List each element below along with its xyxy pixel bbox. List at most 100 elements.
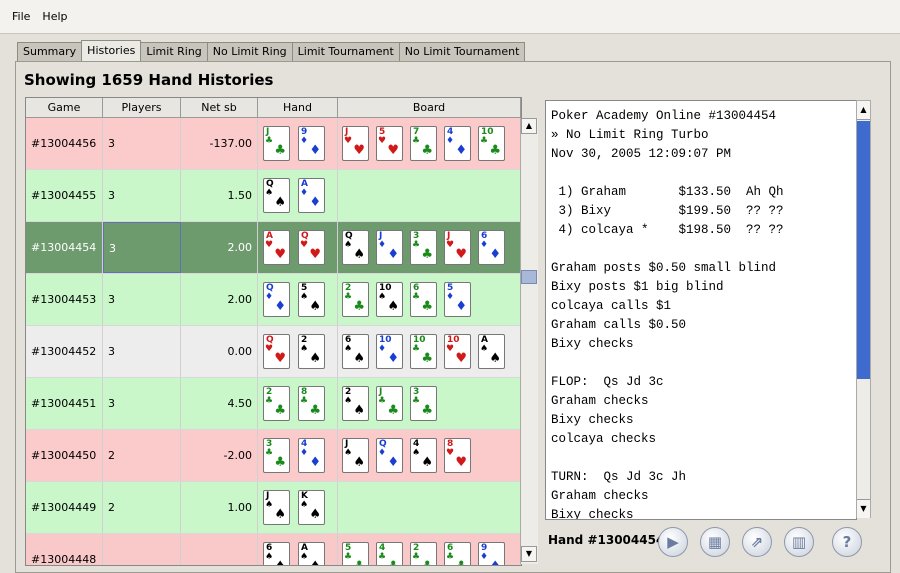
table-scrollbar[interactable]: ▲ ▼: [520, 118, 538, 564]
card-suit: ♣: [300, 396, 309, 406]
game-cell: #13004448: [26, 534, 103, 565]
card-suit: ♥: [378, 136, 387, 146]
tab[interactable]: No Limit Tournament: [398, 42, 526, 61]
card-suit-center: ♦: [489, 560, 501, 565]
help-button[interactable]: ?: [832, 527, 862, 557]
table-row[interactable]: #13004451 3 4.50 2 ♣ ♣ 8 ♣ ♣ 2 ♠ ♠ J ♣ ♣ 3 ♣ ♣: [26, 378, 521, 430]
card-rank: 8: [301, 387, 308, 397]
card: 2♣♣: [263, 386, 290, 421]
card-rank: K: [301, 491, 308, 501]
table-row[interactable]: #13004454 3 2.00 A ♥ ♥ Q ♥ ♥ Q ♠ ♠ J ♦ ♦ 3 ♣ ♣ J ♥ ♥ 6 ♦ ♦: [26, 222, 521, 274]
history-line: FLOP: Qs Jd 3c: [551, 375, 664, 389]
table-row[interactable]: #13004450 2 -2.00 3 ♣ ♣ 4 ♦ ♦ J ♠ ♠ Q ♦ ♦ 4 ♠ ♠ 8 ♥ ♥: [26, 430, 521, 482]
card: 6 ♦ ♦: [478, 230, 505, 265]
tab[interactable]: No Limit Ring: [206, 42, 293, 61]
card: A ♦ ♦: [298, 178, 325, 213]
card-rank: J: [447, 231, 451, 241]
card-suit: ♠: [300, 552, 309, 562]
card-suit: ♠: [300, 344, 309, 354]
card-suit: ♦: [480, 240, 489, 250]
net-cell: 0.00: [181, 326, 258, 377]
players-cell: 3: [103, 118, 181, 169]
card: J ♥ ♥: [342, 126, 369, 161]
history-line: Graham checks: [551, 489, 649, 503]
card-suit: ♠: [344, 344, 353, 354]
card-rank: 5: [301, 283, 308, 293]
table-row[interactable]: #13004453 3 2.00 Q ♦ ♦ 5 ♠ ♠ 2 ♣ ♣ 10 ♠ ♠ 6 ♣ ♣ 5 ♦ ♦: [26, 274, 521, 326]
column-header: Net sb: [181, 98, 258, 118]
card: 10 ♦ ♦: [376, 334, 403, 369]
card-suit: ♥: [446, 344, 455, 354]
card-suit-center: ♥: [455, 247, 467, 262]
card-suit-center: ♣: [421, 351, 433, 366]
history-line: colcaya checks: [551, 432, 657, 446]
card-rank: 3: [266, 439, 273, 449]
tab[interactable]: Limit Tournament: [291, 42, 400, 61]
game-cell: #13004453: [26, 274, 103, 325]
history-line: Bixy checks: [551, 508, 634, 520]
card-suit-center: ♥: [455, 351, 467, 366]
card: K ♠ ♠: [298, 490, 325, 525]
hand-cell: [258, 170, 338, 221]
card-rank: A: [266, 231, 273, 241]
card-suit-center: ♦: [489, 247, 501, 262]
card-suit: ♠: [480, 344, 489, 354]
players-cell: 3: [103, 170, 181, 221]
play-button[interactable]: ▶: [658, 527, 688, 557]
menu-item[interactable]: Help: [42, 10, 68, 23]
table-row[interactable]: #13004449 2 1.00 J ♠ ♠ K ♠ ♠: [26, 482, 521, 534]
card-suit-center: ♦: [274, 299, 286, 314]
card: 6♣♣: [444, 542, 471, 565]
card: Q ♥ ♥: [298, 230, 325, 265]
card-rank: A: [301, 543, 308, 553]
card-suit-center: ♣: [455, 560, 467, 565]
table-row[interactable]: #13004455 3 1.50 Q ♠ ♠ A ♦ ♦: [26, 170, 521, 222]
net-cell: 1.50: [181, 170, 258, 221]
card-suit: ♣: [265, 136, 274, 146]
card: 9♦♦: [478, 542, 505, 565]
card-rank: Q: [301, 231, 309, 241]
text-scrollbar[interactable]: ▲ ▼: [856, 100, 871, 518]
net-cell: [181, 534, 258, 565]
card-suit-center: ♣: [274, 455, 286, 470]
card: Q ♦ ♦: [263, 282, 290, 317]
table-row[interactable]: #13004452 3 0.00 Q ♥ ♥ 2 ♠ ♠ 6 ♠ ♠ 10 ♦ ♦ 10 ♣ ♣ 10 ♥ ♥ A ♠ ♠: [26, 326, 521, 378]
card-rank: J: [379, 231, 383, 241]
card-suit-center: ♠: [353, 403, 365, 418]
card-suit-center: ♣: [274, 143, 286, 158]
card: 2 ♠ ♠: [342, 386, 369, 421]
table-row[interactable]: #13004456 3 -137.00 J ♣ ♣ 9 ♦ ♦ J ♥ ♥ 5 ♥ ♥ 7 ♣ ♣ 4 ♦ ♦ 10 ♣ ♣: [26, 118, 521, 170]
history-table: Game Players Net sb Hand Board #13004456 3 -137…: [25, 97, 522, 566]
card: J ♠ ♠: [263, 490, 290, 525]
menu-item[interactable]: File: [12, 10, 31, 23]
tab[interactable]: Histories: [81, 40, 142, 61]
card-rank: 6: [413, 283, 420, 293]
card: 5♣♣: [342, 542, 369, 565]
card-suit: ♥: [265, 240, 274, 250]
card: 2♣♣: [342, 282, 369, 317]
card-rank: 2: [345, 387, 352, 397]
card: 8 ♣ ♣: [298, 386, 325, 421]
card-suit-center: ♦: [309, 455, 321, 470]
line-gap: [546, 449, 856, 468]
card-rank: J: [266, 127, 270, 137]
card-suit: ♠: [265, 500, 274, 510]
history-line: Poker Academy Online #13004454: [551, 109, 777, 123]
tab[interactable]: Limit Ring: [140, 42, 208, 61]
card-rank: 7: [413, 127, 420, 137]
delete-button[interactable]: ▥: [784, 527, 814, 557]
hand-cell: [258, 118, 338, 169]
card-suit: ♣: [344, 292, 353, 302]
column-header: Hand: [258, 98, 338, 118]
history-line: 3) Bixy $199.50 ?? ??: [551, 204, 784, 218]
card-suit-center: ♣: [274, 403, 286, 418]
tab[interactable]: Summary: [17, 42, 83, 61]
hand-cell: [258, 482, 338, 533]
players-cell: 2: [103, 482, 181, 533]
card: 10 ♣ ♣: [478, 126, 505, 161]
calculator-button[interactable]: ▦: [700, 527, 730, 557]
card-rank: 5: [345, 543, 352, 553]
export-button[interactable]: ⇗: [742, 527, 772, 557]
hand-cell: [258, 326, 338, 377]
